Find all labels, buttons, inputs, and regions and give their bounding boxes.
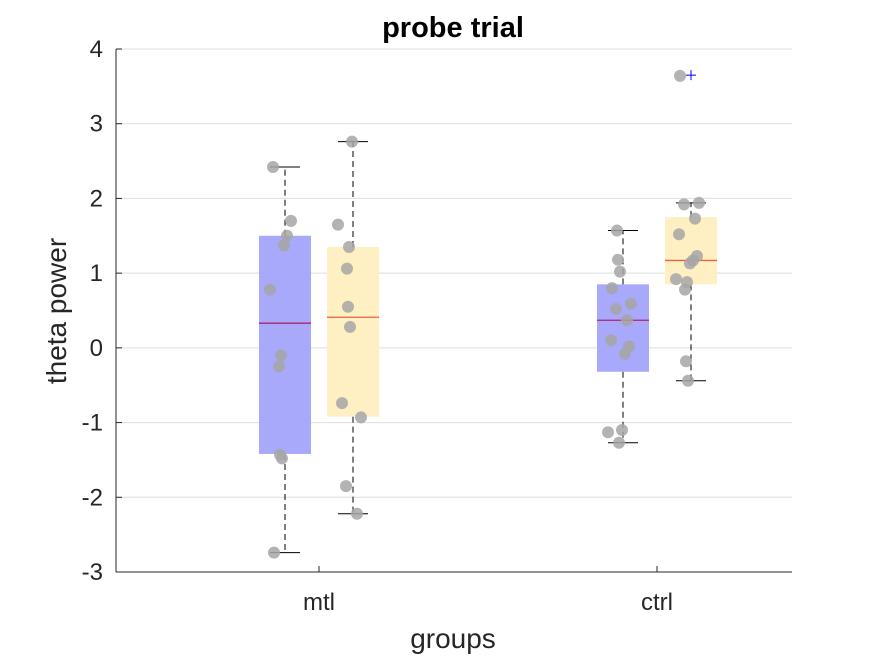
data-point bbox=[673, 228, 685, 241]
data-point bbox=[278, 239, 290, 252]
data-point bbox=[614, 265, 626, 278]
y-tick-label: 4 bbox=[90, 36, 103, 63]
x-tick-label: mtl bbox=[303, 589, 335, 616]
data-point bbox=[285, 214, 297, 227]
data-point bbox=[678, 198, 690, 211]
data-points bbox=[264, 69, 705, 559]
data-point bbox=[268, 546, 280, 559]
data-point bbox=[610, 303, 622, 316]
chart-title: probe trial bbox=[382, 12, 524, 44]
x-tick-label: ctrl bbox=[641, 589, 673, 616]
data-point bbox=[267, 161, 279, 174]
data-point bbox=[273, 360, 285, 373]
data-point bbox=[606, 282, 618, 295]
data-point bbox=[336, 397, 348, 410]
tick-labels: -3 -2 -1 0 1 2 3 4 mtl ctrl bbox=[82, 36, 673, 616]
data-point bbox=[611, 224, 623, 237]
grid-lines bbox=[116, 48, 792, 498]
data-point bbox=[346, 135, 358, 148]
data-point bbox=[340, 480, 352, 493]
y-tick-label: 2 bbox=[90, 185, 103, 212]
data-point bbox=[625, 297, 637, 310]
box-iqr bbox=[665, 217, 717, 285]
data-point bbox=[343, 240, 355, 253]
y-tick-label: 1 bbox=[90, 260, 103, 287]
data-point bbox=[619, 347, 631, 360]
data-point bbox=[680, 355, 692, 368]
data-point bbox=[670, 273, 682, 286]
y-tick-label: -3 bbox=[82, 559, 103, 586]
data-point bbox=[342, 300, 354, 313]
y-tick-label: 0 bbox=[90, 335, 103, 362]
data-point bbox=[621, 314, 633, 327]
x-axis-label: groups bbox=[410, 623, 496, 654]
data-point bbox=[612, 253, 624, 266]
data-point bbox=[674, 69, 686, 82]
axes bbox=[115, 49, 792, 573]
data-point bbox=[679, 283, 691, 296]
data-point bbox=[332, 218, 344, 231]
data-point bbox=[616, 424, 628, 437]
y-tick-label: -1 bbox=[82, 410, 103, 437]
y-tick-label: 3 bbox=[90, 111, 103, 138]
outlier-marker bbox=[686, 70, 696, 81]
data-point bbox=[605, 334, 617, 347]
data-point bbox=[276, 452, 288, 465]
data-point bbox=[684, 257, 696, 270]
data-point bbox=[344, 320, 356, 333]
data-point bbox=[602, 426, 614, 439]
data-point bbox=[341, 262, 353, 275]
y-tick-label: -2 bbox=[82, 484, 103, 511]
data-point bbox=[689, 212, 701, 225]
data-point bbox=[275, 349, 287, 362]
box-iqr bbox=[259, 235, 311, 454]
y-axis-label: theta power bbox=[41, 238, 72, 384]
data-point bbox=[613, 436, 625, 449]
data-point bbox=[682, 374, 694, 387]
data-point bbox=[693, 196, 705, 209]
data-point bbox=[355, 411, 367, 424]
data-point bbox=[281, 229, 293, 242]
box-mtl-a bbox=[259, 166, 311, 554]
data-point bbox=[264, 283, 276, 296]
data-point bbox=[351, 507, 363, 520]
